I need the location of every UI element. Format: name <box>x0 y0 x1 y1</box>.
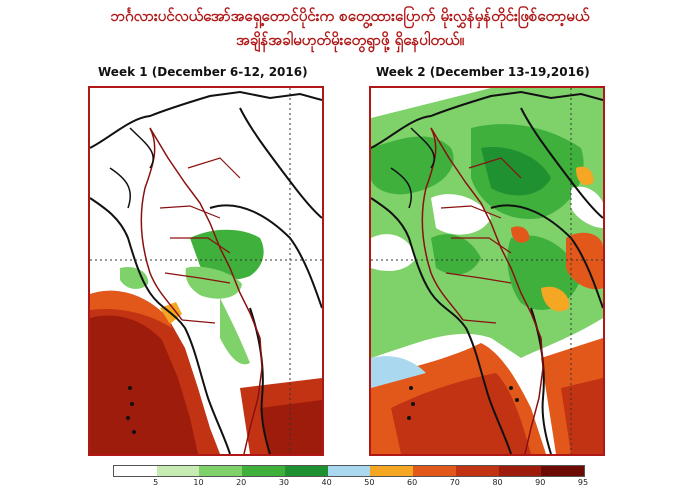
sea-low-probability <box>371 356 426 388</box>
western-coastline <box>371 197 512 454</box>
colorbar-tick-label: 70 <box>449 478 460 487</box>
hotspot-east-1 <box>576 166 594 186</box>
colorbar-tick-label: 5 <box>153 478 159 487</box>
colorbar-swatch <box>455 466 499 476</box>
eastern-border <box>520 107 603 219</box>
myanmar-outline <box>149 127 263 454</box>
colorbar-swatch <box>498 466 542 476</box>
rain-area-central <box>431 234 481 275</box>
colorbar-tick-label: 90 <box>535 478 546 487</box>
thailand-border <box>209 204 322 309</box>
probability-colorbar <box>113 465 585 477</box>
rain-area-south <box>185 266 242 299</box>
northern-border <box>371 90 603 149</box>
island-marker <box>515 398 519 402</box>
hotspot-east-3 <box>541 286 570 312</box>
thailand-border <box>490 204 603 309</box>
rain-area-west <box>120 266 149 289</box>
colorbar-tick-label: 20 <box>236 478 247 487</box>
map-title: ဘင်္ဂလားပင်လယ်အော်အရှေ့တောင်ပိုင်းက စတွေ… <box>0 4 700 52</box>
sea-probability-core <box>90 315 198 454</box>
colorbar-swatch <box>413 466 456 476</box>
western-coastline <box>90 197 231 454</box>
panel-title-week1: Week 1 (December 6-12, 2016) <box>98 65 308 79</box>
colorbar-tick-label: 80 <box>492 478 503 487</box>
colorbar-tick-label: 60 <box>406 478 418 487</box>
map-week1 <box>88 86 324 456</box>
india-border <box>390 127 435 209</box>
island-marker <box>126 416 130 420</box>
island-marker <box>411 402 415 406</box>
colorbar-tick-label: 30 <box>278 478 289 487</box>
colorbar-tick-label: 10 <box>193 478 204 487</box>
island-marker <box>132 430 136 434</box>
map-week2 <box>369 86 605 456</box>
colorbar-swatch <box>327 466 371 476</box>
title-line-1: ဘင်္ဂလားပင်လယ်အော်အရှေ့တောင်ပိုင်းက စတွေ… <box>110 7 590 25</box>
island-marker <box>509 386 513 390</box>
gulf-probability-core <box>260 400 322 454</box>
sea-probability-edge <box>90 290 172 328</box>
colorbar-swatch <box>370 466 414 476</box>
dry-area-central <box>431 194 491 235</box>
colorbar-tick-label: 40 <box>321 478 332 487</box>
island-marker <box>407 416 411 420</box>
colorbar-swatch <box>242 466 285 476</box>
dry-area-west <box>371 234 416 271</box>
sea-probability-core <box>391 373 531 454</box>
colorbar-tick-label: 95 <box>577 478 589 487</box>
rain-area-east <box>507 235 581 310</box>
colorbar-swatch <box>156 466 200 476</box>
india-border <box>109 127 154 209</box>
colorbar-tick-labels: 5 10 20 30 40 50 60 70 80 90 95 <box>113 478 588 492</box>
rain-area-tanintharyi <box>220 298 250 365</box>
island-marker <box>130 402 134 406</box>
colorbar-swatch <box>114 466 157 476</box>
map-week1-svg <box>90 88 322 454</box>
rain-area-central <box>190 229 264 280</box>
colorbar-swatch <box>541 466 585 476</box>
map-week2-svg <box>371 88 603 454</box>
state-borders <box>159 157 241 324</box>
eastern-border <box>239 107 322 219</box>
hotspot-central <box>511 226 530 243</box>
northern-border <box>90 90 322 149</box>
colorbar-swatch <box>199 466 243 476</box>
island-marker <box>128 386 132 390</box>
title-line-2: အချိန်အခါမဟုတ်မိုးတွေရွာဖို့ ရှိနေပါတယ်။ <box>235 31 465 49</box>
colorbar-tick-label: 50 <box>364 478 375 487</box>
dry-area-east <box>571 186 603 228</box>
island-marker <box>409 386 413 390</box>
myanmar-outline <box>430 127 544 454</box>
state-borders <box>440 157 522 324</box>
colorbar-swatch <box>284 466 328 476</box>
panel-title-week2: Week 2 (December 13-19,2016) <box>376 65 590 79</box>
